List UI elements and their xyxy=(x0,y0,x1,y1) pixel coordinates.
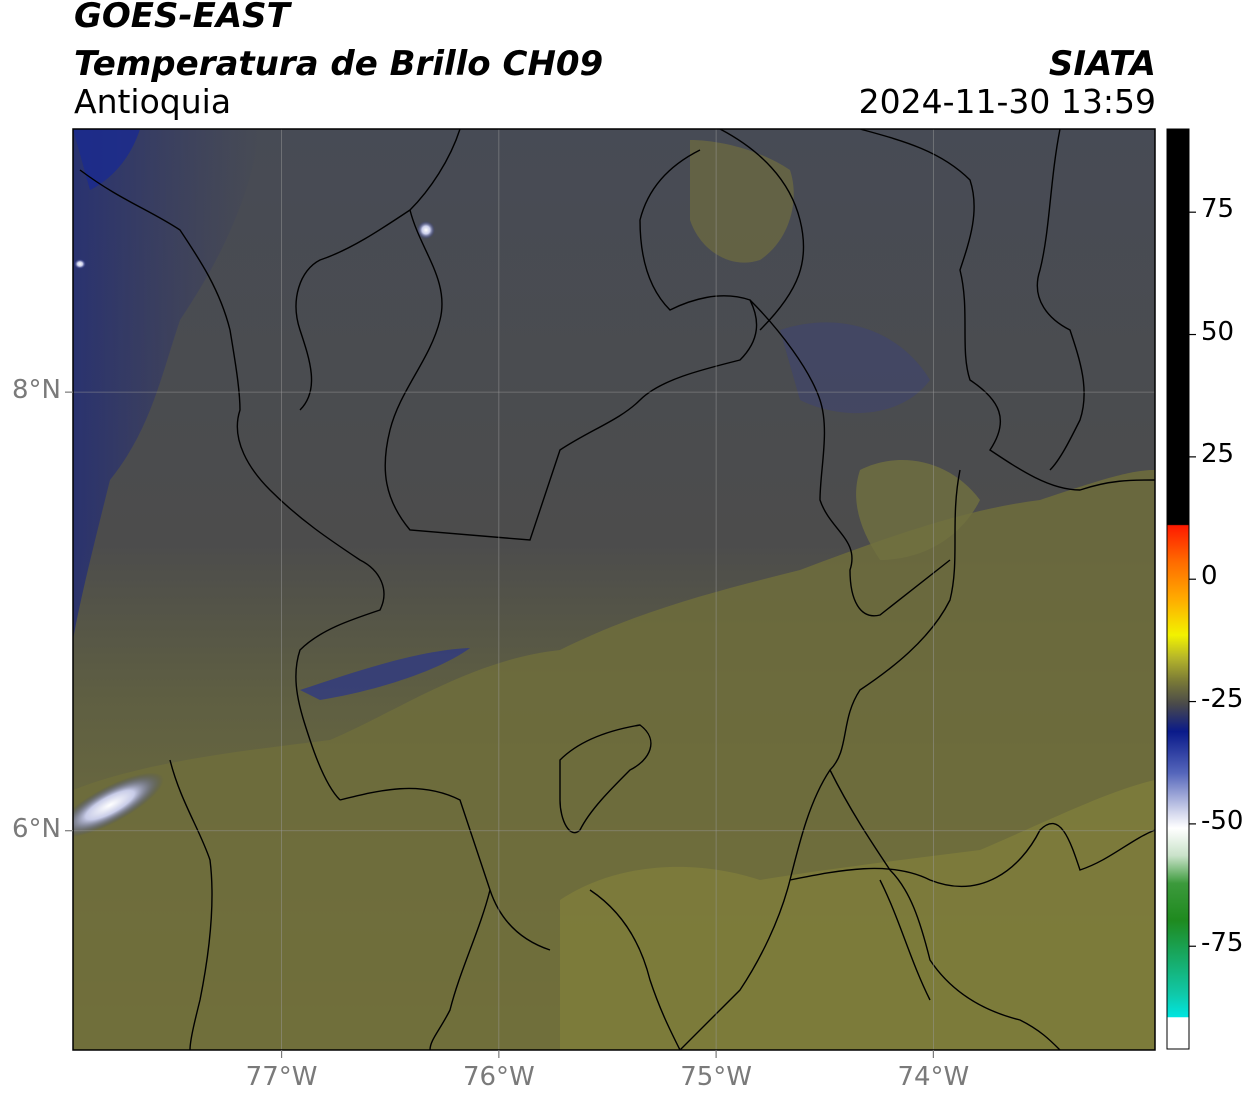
lat-tick-label: 8°N xyxy=(12,375,61,406)
colorbar-ticks xyxy=(1189,211,1196,947)
colorbar-tick-label: 50 xyxy=(1201,316,1235,347)
brand-label: SIATA xyxy=(1048,44,1156,84)
colorbar-tick-label: 75 xyxy=(1201,194,1235,225)
product-title: Temperatura de Brillo CH09 xyxy=(74,44,604,84)
lon-tick-label: 75°W xyxy=(680,1062,753,1092)
cold-cloud-top xyxy=(73,772,164,838)
colorbar-tick-label: -75 xyxy=(1201,928,1244,959)
colorbar-tick-label: 0 xyxy=(1201,561,1218,592)
lat-tick-label: 6°N xyxy=(12,813,61,844)
cold-patch-center xyxy=(780,322,930,414)
axis-ticks xyxy=(65,391,934,1058)
lon-tick-label: 77°W xyxy=(245,1062,318,1092)
cold-spot xyxy=(417,221,435,239)
colorbar-tick-label: -50 xyxy=(1201,805,1244,836)
boundaries xyxy=(79,129,1155,1050)
warm-patch-east xyxy=(856,460,980,560)
timestamp-label: 2024-11-30 13:59 xyxy=(858,82,1156,121)
colorbar xyxy=(1167,129,1189,1049)
lon-tick-label: 76°W xyxy=(462,1062,535,1092)
cold-spot-west xyxy=(74,259,86,269)
cold-patch-nw xyxy=(73,129,140,190)
colorbar-frame xyxy=(1166,128,1190,1050)
map-frame xyxy=(72,128,1156,1051)
graticule xyxy=(73,129,1155,1050)
warm-region-south xyxy=(560,780,1155,1050)
region-label: Antioquia xyxy=(74,82,232,121)
colorbar-tick-label: -25 xyxy=(1201,683,1244,714)
lon-tick-label: 74°W xyxy=(897,1062,970,1092)
cold-band-west xyxy=(73,129,260,640)
cold-streak xyxy=(300,648,470,700)
colorbar-tick-label: 25 xyxy=(1201,438,1235,469)
satellite-title: GOES-EAST xyxy=(74,0,290,36)
